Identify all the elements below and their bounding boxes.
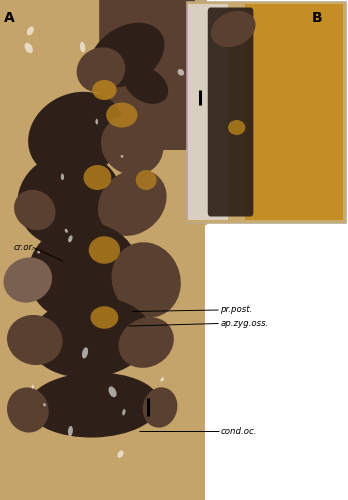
Ellipse shape [14,190,56,230]
Ellipse shape [121,155,123,158]
Text: pr.post.: pr.post. [220,306,253,314]
Ellipse shape [28,222,139,322]
Text: B: B [311,11,322,25]
FancyBboxPatch shape [99,0,195,150]
Ellipse shape [77,48,125,92]
Ellipse shape [84,165,111,190]
Ellipse shape [136,170,157,190]
Ellipse shape [3,258,52,302]
FancyBboxPatch shape [208,8,253,216]
Ellipse shape [27,26,34,36]
Ellipse shape [17,152,122,248]
Ellipse shape [68,236,73,242]
Ellipse shape [82,348,88,358]
Ellipse shape [25,43,33,53]
Ellipse shape [61,174,64,180]
Ellipse shape [37,250,40,254]
Bar [0,0,207,500]
Ellipse shape [101,115,164,175]
Ellipse shape [177,69,184,75]
Ellipse shape [160,378,164,382]
Ellipse shape [28,372,160,438]
Ellipse shape [68,426,73,436]
Ellipse shape [106,102,137,128]
Text: ap.zyg.oss.: ap.zyg.oss. [220,319,269,328]
Ellipse shape [90,22,164,88]
Ellipse shape [43,403,46,406]
Ellipse shape [143,388,177,428]
Ellipse shape [122,409,126,416]
Ellipse shape [211,11,255,47]
Ellipse shape [92,80,117,100]
Text: cond.oc.: cond.oc. [220,426,257,436]
Ellipse shape [28,92,125,178]
Ellipse shape [228,120,245,135]
Ellipse shape [30,298,151,378]
Ellipse shape [118,317,174,368]
Ellipse shape [98,169,167,236]
Text: cr.or.: cr.or. [14,243,35,252]
Ellipse shape [65,228,68,233]
Ellipse shape [32,385,34,388]
Ellipse shape [89,236,120,264]
Ellipse shape [90,306,118,329]
Bar [245,4,343,220]
Ellipse shape [80,42,85,52]
Ellipse shape [95,119,98,124]
Ellipse shape [109,386,117,398]
Ellipse shape [117,450,124,458]
Text: A: A [4,11,15,25]
Ellipse shape [111,242,181,318]
Bar [188,4,228,220]
Ellipse shape [124,66,168,104]
Bar [186,2,346,222]
Ellipse shape [7,388,49,432]
Ellipse shape [7,315,63,365]
Bar [205,225,348,500]
